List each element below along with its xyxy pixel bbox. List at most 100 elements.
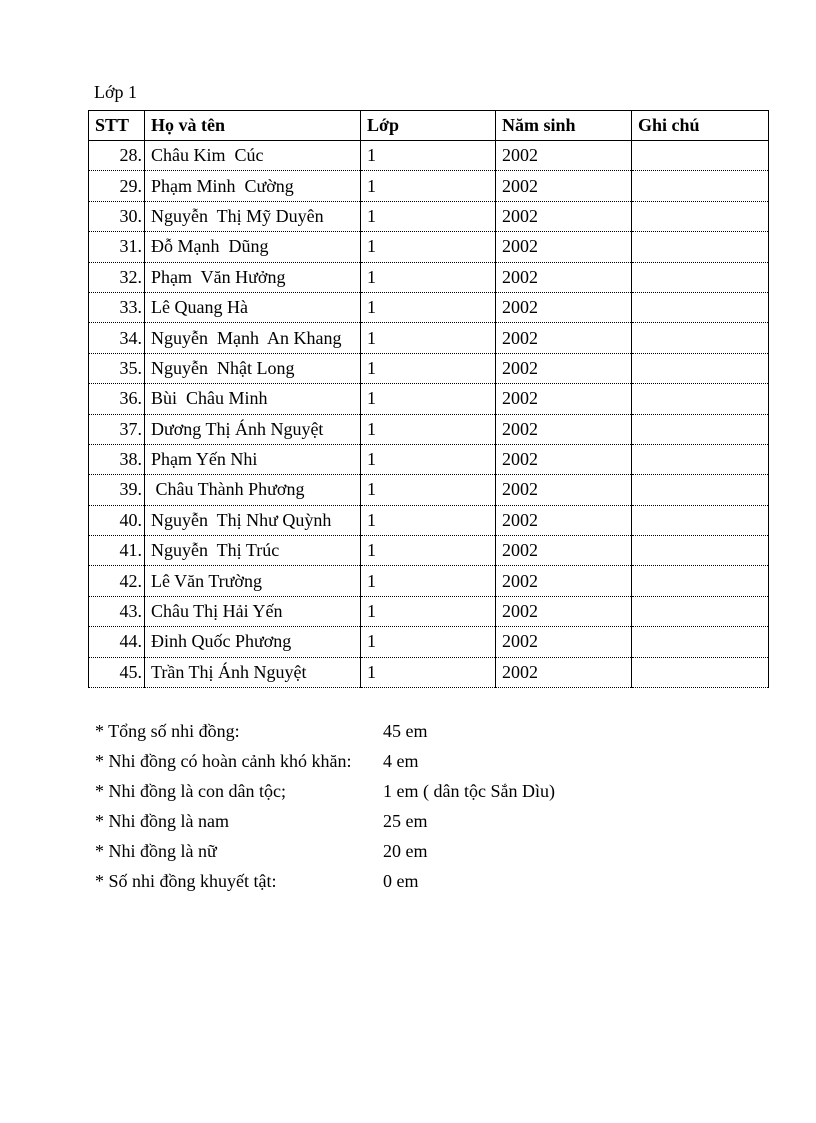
header-year: Năm sinh [495,110,632,141]
table-row: 39. Châu Thành Phương 1 2002 [88,474,769,506]
cell-stt: 43. [88,596,145,628]
cell-year: 2002 [495,140,632,172]
cell-class: 1 [360,140,496,172]
cell-stt: 35. [88,353,145,385]
cell-year: 2002 [495,292,632,324]
cell-note [631,657,769,689]
table-row: 44. Đinh Quốc Phương 1 2002 [88,626,769,658]
table-row: 28. Châu Kim Cúc 1 2002 [88,140,769,172]
summary-line: * Số nhi đồng khuyết tật: 0 em [95,866,555,896]
cell-note [631,353,769,385]
student-table: STT Họ và tên Lớp Năm sinh Ghi chú 28. Ch… [88,110,769,689]
cell-name: Dương Thị Ánh Nguyệt [144,414,361,445]
cell-note [631,565,769,597]
cell-class: 1 [360,535,496,567]
header-name: Họ và tên [144,110,361,141]
cell-year: 2002 [495,322,632,354]
cell-name: Phạm Yến Nhi [144,444,361,476]
cell-year: 2002 [495,535,632,567]
table-row: 41. Nguyễn Thị Trúc 1 2002 [88,535,769,567]
cell-class: 1 [360,657,496,689]
summary-line: * Nhi đồng là con dân tộc; 1 em ( dân tộc… [95,776,555,806]
cell-note [631,140,769,172]
header-stt: STT [88,110,145,141]
cell-year: 2002 [495,505,632,537]
table-row: 31. Đỗ Mạnh Dũng 1 2002 [88,231,769,263]
cell-note [631,626,769,658]
cell-year: 2002 [495,353,632,385]
cell-year: 2002 [495,231,632,263]
table-row: 40. Nguyễn Thị Như Quỳnh 1 2002 [88,505,769,537]
cell-class: 1 [360,231,496,263]
cell-year: 2002 [495,596,632,628]
header-note: Ghi chú [631,110,769,141]
cell-year: 2002 [495,474,632,506]
cell-stt: 32. [88,262,145,293]
table-row: 43. Châu Thị Hải Yến 1 2002 [88,596,769,628]
summary-line: * Tổng số nhi đồng: 45 em [95,716,555,746]
cell-note [631,231,769,263]
cell-class: 1 [360,505,496,537]
cell-class: 1 [360,383,496,415]
cell-name: Châu Thị Hải Yến [144,596,361,628]
summary-label: * Số nhi đồng khuyết tật: [95,871,277,891]
cell-class: 1 [360,353,496,385]
cell-year: 2002 [495,262,632,293]
cell-note [631,383,769,415]
cell-stt: 37. [88,414,145,445]
summary-value: 20 em [383,841,428,861]
table-row: 38. Phạm Yến Nhi 1 2002 [88,444,769,476]
cell-note [631,444,769,476]
cell-class: 1 [360,170,496,202]
summary-label: * Nhi đồng là nam [95,811,229,831]
cell-name: Nguyễn Thị Trúc [144,535,361,567]
cell-class: 1 [360,626,496,658]
cell-class: 1 [360,322,496,354]
cell-year: 2002 [495,201,632,233]
cell-stt: 31. [88,231,145,263]
cell-name: Lê Quang Hà [144,292,361,324]
cell-stt: 44. [88,626,145,658]
table-row: 45. Trần Thị Ánh Nguyệt 1 2002 [88,657,769,689]
cell-class: 1 [360,414,496,445]
cell-stt: 45. [88,657,145,689]
table-row: 33. Lê Quang Hà 1 2002 [88,292,769,324]
cell-stt: 29. [88,170,145,202]
cell-year: 2002 [495,626,632,658]
cell-note [631,201,769,233]
cell-stt: 36. [88,383,145,415]
summary-value: 4 em [383,751,419,771]
cell-name: Nguyễn Thị Mỹ Duyên [144,201,361,233]
cell-name: Phạm Minh Cường [144,170,361,202]
cell-stt: 33. [88,292,145,324]
table-row: 37. Dương Thị Ánh Nguyệt 1 2002 [88,414,769,445]
cell-name: Trần Thị Ánh Nguyệt [144,657,361,689]
summary-label: * Tổng số nhi đồng: [95,721,240,741]
table-row: 35. Nguyễn Nhật Long 1 2002 [88,353,769,385]
cell-note [631,474,769,506]
table-row: 32. Phạm Văn Hưởng 1 2002 [88,262,769,293]
summary-line: * Nhi đồng có hoàn cảnh khó khăn: 4 em [95,746,555,776]
summary-label: * Nhi đồng là con dân tộc; [95,781,286,801]
cell-name: Đinh Quốc Phương [144,626,361,658]
table-row: 42. Lê Văn Trường 1 2002 [88,565,769,597]
cell-note [631,505,769,537]
summary-label: * Nhi đồng là nữ [95,841,217,861]
summary: * Tổng số nhi đồng: 45 em * Nhi đồng có ho… [95,716,555,896]
cell-name: Đỗ Mạnh Dũng [144,231,361,263]
summary-line: * Nhi đồng là nữ 20 em [95,836,555,866]
table-row: 30. Nguyễn Thị Mỹ Duyên 1 2002 [88,201,769,233]
cell-stt: 30. [88,201,145,233]
table-header-row: STT Họ và tên Lớp Năm sinh Ghi chú [88,110,769,141]
cell-stt: 28. [88,140,145,172]
cell-name: Châu Thành Phương [144,474,361,506]
summary-value: 1 em ( dân tộc Sắn Dìu) [383,781,555,801]
table-row: 36. Bùi Châu Minh 1 2002 [88,383,769,415]
cell-year: 2002 [495,657,632,689]
cell-class: 1 [360,474,496,506]
cell-class: 1 [360,444,496,476]
cell-class: 1 [360,565,496,597]
summary-value: 25 em [383,811,428,831]
class-title: Lớp 1 [94,82,138,102]
summary-line: * Nhi đồng là nam 25 em [95,806,555,836]
